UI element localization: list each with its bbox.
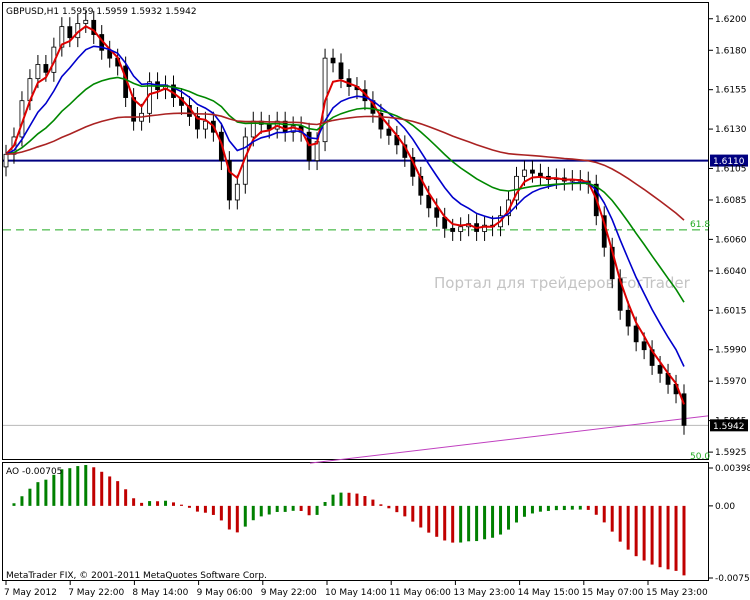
candle-body bbox=[226, 160, 232, 201]
price-tick-label: 1.6130 bbox=[715, 125, 747, 135]
time-tick-label: 8 May 14:00 bbox=[132, 588, 188, 598]
candle-body bbox=[338, 62, 344, 80]
trendline bbox=[309, 415, 709, 464]
candle-body bbox=[482, 224, 487, 232]
price-tick-label: 1.6180 bbox=[715, 46, 747, 56]
candle-body bbox=[234, 183, 240, 201]
watermark: Портал для трейдеров ForTrader bbox=[434, 274, 691, 292]
candle-body bbox=[3, 153, 9, 168]
support-price-badge bbox=[710, 154, 748, 167]
candle-body bbox=[641, 341, 647, 351]
candle-body bbox=[426, 194, 432, 209]
time-tick-label: 7 May 2012 bbox=[4, 588, 57, 598]
candle-body bbox=[522, 169, 527, 177]
price-tick-label: 1.6155 bbox=[715, 86, 747, 96]
candle-body bbox=[35, 64, 41, 80]
chart-title: GBPUSD,H1 1.5959 1.5959 1.5932 1.5942 bbox=[6, 7, 197, 17]
price-tick-label: 1.5990 bbox=[715, 346, 747, 356]
candle-body bbox=[266, 123, 272, 130]
candle-body bbox=[450, 227, 456, 232]
candle-body bbox=[633, 325, 639, 343]
time-tick-label: 11 May 06:00 bbox=[389, 588, 451, 598]
candle-body bbox=[330, 57, 336, 64]
support-price-label: 1.6110 bbox=[713, 157, 745, 167]
current-price-label: 1.5942 bbox=[713, 422, 745, 432]
candle-body bbox=[609, 246, 615, 280]
candle-body bbox=[67, 26, 73, 39]
price-tick-label: 1.6085 bbox=[715, 196, 747, 206]
time-tick-label: 9 May 06:00 bbox=[197, 588, 253, 598]
candle-body bbox=[83, 19, 89, 24]
watermark-text: Портал для трейдеров ForTrader bbox=[434, 274, 691, 292]
candle-body bbox=[625, 309, 631, 327]
ao-tick-label: 0.00 bbox=[715, 502, 735, 512]
candle-body bbox=[386, 128, 392, 136]
time-tick-label: 15 May 23:00 bbox=[646, 588, 708, 598]
candle-body bbox=[514, 175, 519, 201]
time-tick-label: 14 May 15:00 bbox=[518, 588, 580, 598]
candle-body bbox=[59, 26, 65, 48]
moving-average-line bbox=[5, 25, 685, 405]
footer-copyright: MetaTrader FIX, © 2001-2011 MetaQuotes S… bbox=[6, 571, 267, 581]
price-tick-label: 1.6200 bbox=[715, 15, 747, 25]
ao-tick-label: 0.00398 bbox=[715, 464, 750, 474]
fib-level-label-bottom: 50.0 bbox=[690, 452, 710, 462]
price-tick-label: 1.6060 bbox=[715, 235, 747, 245]
ao-panel-frame bbox=[2, 462, 709, 581]
time-tick-label: 7 May 22:00 bbox=[68, 588, 124, 598]
fib-level-label: 61.8 bbox=[690, 220, 710, 230]
ao-tick-label: -0.00758 bbox=[715, 574, 750, 584]
candle-body bbox=[657, 365, 663, 374]
time-tick-label: 9 May 22:00 bbox=[261, 588, 317, 598]
current-price-badge bbox=[710, 419, 748, 432]
time-tick-label: 13 May 23:00 bbox=[453, 588, 515, 598]
moving-average-line bbox=[5, 112, 685, 221]
price-tick-label: 1.5970 bbox=[715, 377, 747, 387]
candle-body bbox=[43, 64, 49, 73]
candle-body bbox=[538, 172, 543, 177]
candle-body bbox=[306, 131, 312, 161]
candle-body bbox=[203, 120, 208, 130]
candle-body bbox=[434, 207, 440, 218]
price-tick-label: 1.5925 bbox=[715, 448, 747, 458]
candle-body bbox=[458, 226, 464, 232]
candle-body bbox=[91, 19, 97, 35]
moving-average-line bbox=[5, 76, 685, 303]
candle-body bbox=[195, 116, 200, 130]
price-tick-label: 1.6015 bbox=[715, 306, 747, 316]
time-tick-label: 10 May 14:00 bbox=[325, 588, 387, 598]
candle-body bbox=[681, 393, 687, 426]
price-tick-label: 1.6105 bbox=[715, 164, 747, 174]
price-tick-label: 1.5945 bbox=[715, 417, 747, 427]
candle-body bbox=[378, 112, 384, 130]
time-tick-label: 15 May 07:00 bbox=[582, 588, 644, 598]
price-tick-label: 1.6040 bbox=[715, 267, 747, 277]
candle-body bbox=[530, 169, 535, 174]
ao-label: AO -0.00705 bbox=[6, 467, 62, 477]
